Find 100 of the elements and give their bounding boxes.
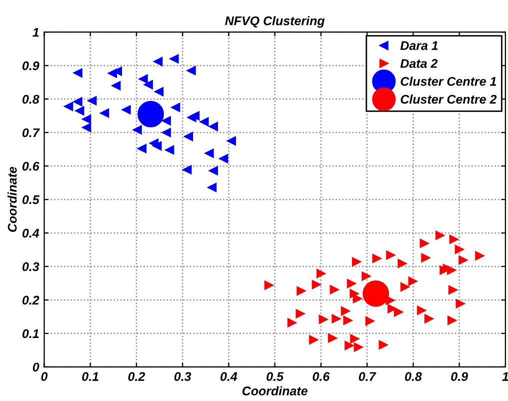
point [296, 309, 305, 318]
point [343, 316, 352, 325]
point [398, 258, 407, 268]
point [186, 66, 196, 76]
point [208, 166, 218, 176]
y-tick-label: 0.5 [22, 195, 40, 204]
point [73, 68, 82, 78]
point [82, 122, 92, 132]
y-tick-label: 0.3 [22, 262, 40, 272]
point [287, 318, 296, 328]
legend-label: Cluster Centre 1 [400, 76, 496, 86]
point [137, 144, 146, 154]
point [328, 334, 337, 343]
point [387, 304, 397, 314]
point [446, 266, 456, 275]
point [264, 280, 274, 290]
x-tick-label: 0.7 [358, 372, 376, 381]
point [448, 285, 458, 294]
point [475, 251, 484, 260]
x-tick-label: 0.9 [451, 372, 468, 381]
point [344, 340, 354, 350]
point [162, 116, 171, 126]
point [386, 250, 396, 260]
point [184, 132, 194, 142]
point [352, 257, 361, 266]
point [394, 307, 403, 317]
x-tick-label: 0.2 [128, 372, 146, 381]
x-tick-label: 1 [502, 372, 508, 381]
point [340, 306, 350, 316]
y-tick-label: 0.9 [22, 61, 40, 70]
point [454, 244, 464, 254]
point [318, 314, 328, 324]
point [350, 334, 360, 344]
point [190, 111, 200, 120]
point [154, 87, 164, 96]
point [132, 125, 142, 134]
point [208, 182, 217, 192]
point [138, 74, 148, 84]
y-tick-label: 0.7 [22, 128, 40, 138]
point [82, 114, 92, 124]
point [378, 340, 388, 350]
x-tick-label: 0.4 [220, 372, 238, 381]
y-tick-label: 0.1 [22, 329, 39, 338]
point [424, 314, 434, 324]
point [182, 165, 192, 174]
point [162, 128, 171, 138]
point [73, 97, 82, 106]
y-tick-label: 0 [32, 362, 40, 372]
x-tick-label: 0.3 [174, 372, 192, 381]
point [346, 279, 356, 288]
point [420, 238, 429, 248]
point [408, 276, 418, 286]
point [200, 117, 209, 126]
point [316, 268, 326, 278]
point [112, 81, 121, 90]
y-tick-label: 0.4 [22, 228, 40, 238]
point [165, 145, 174, 154]
point [365, 316, 374, 326]
x-tick-label: 0.1 [82, 372, 98, 381]
point [416, 306, 426, 315]
x-tick-label: 0.5 [266, 372, 284, 381]
point [372, 254, 382, 263]
point [332, 314, 341, 324]
point [309, 335, 318, 344]
point [208, 122, 218, 132]
point [170, 54, 179, 64]
legend-label: Data 2 [400, 59, 438, 68]
point [362, 272, 371, 281]
point [75, 106, 84, 116]
x-axis-title: Coordinate [242, 386, 308, 396]
point [447, 316, 456, 325]
y-tick-label: 0.8 [22, 94, 40, 104]
point [64, 102, 74, 111]
point [171, 102, 180, 112]
x-tick-label: 0 [41, 372, 48, 381]
point [88, 96, 97, 106]
y-tick-label: 1 [32, 28, 39, 37]
point [352, 294, 362, 304]
point [458, 256, 468, 265]
y-axis-title: Coordinate [8, 166, 17, 232]
point [312, 280, 321, 290]
point [219, 154, 228, 164]
point [154, 57, 163, 66]
point [204, 148, 214, 158]
point [350, 289, 359, 298]
point [449, 234, 458, 244]
y-tick-label: 0.6 [22, 162, 40, 171]
point [152, 141, 162, 150]
point [226, 136, 236, 146]
y-tick-label: 0.2 [22, 296, 40, 305]
point [296, 286, 306, 296]
point [100, 108, 110, 118]
chart-title: NFVQ Clustering [225, 16, 325, 28]
point [138, 100, 164, 128]
point [362, 280, 390, 307]
x-tick-label: 0.6 [312, 372, 330, 381]
x-tick-label: 0.8 [405, 372, 422, 381]
point [400, 282, 410, 292]
point [456, 299, 465, 308]
point [144, 80, 153, 90]
